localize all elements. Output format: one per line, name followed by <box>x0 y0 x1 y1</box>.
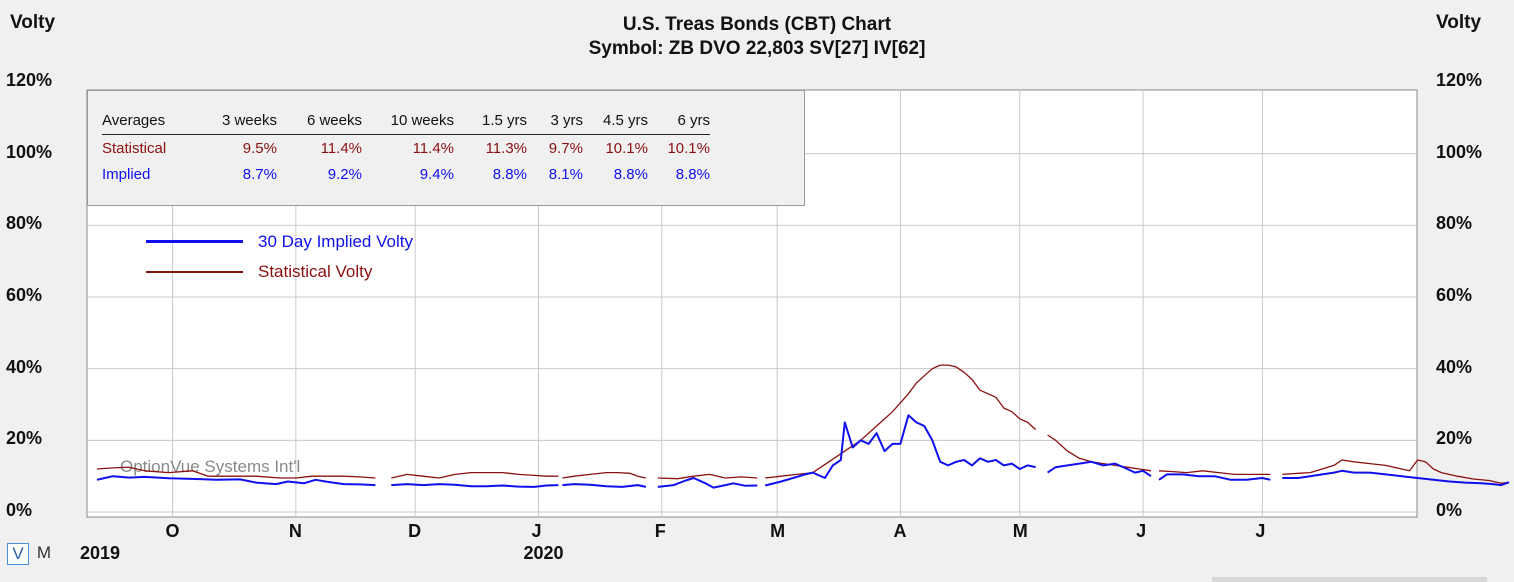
col-3-yrs: 3 yrs <box>527 106 583 135</box>
statistical-volty-line <box>96 466 376 479</box>
y-tick-label-left: 60% <box>6 285 43 305</box>
left-axis-title: Volty <box>10 12 56 33</box>
implied-value: 8.7% <box>242 165 277 183</box>
x-tick-label: N <box>288 521 302 541</box>
implied-row: Implied 8.7% 9.2% 9.4% 8.8% 8.1% 8.8% 8.… <box>102 161 710 187</box>
implied-value: 8.1% <box>548 165 583 183</box>
statistical-volty-line <box>391 471 559 479</box>
y-tick-label-left: 100% <box>6 141 53 162</box>
implied-value: 9.4% <box>419 165 454 183</box>
implied-volty-line <box>96 475 376 487</box>
y-tick-label-right: 80% <box>1436 213 1473 234</box>
chart-subtitle: Symbol: ZB DVO 22,803 SV[27] IV[62] <box>588 38 926 59</box>
legend-statistical-swatch <box>146 271 243 273</box>
x-tick-label: D <box>408 521 422 541</box>
statistical-volty-line <box>562 471 647 479</box>
x-tick-label: O <box>165 521 180 541</box>
col-4-5-yrs: 4.5 yrs <box>583 106 648 135</box>
col-6-yrs: 6 yrs <box>648 106 710 135</box>
y-tick-label-right: 40% <box>1436 356 1473 377</box>
x-tick-label: J <box>1255 521 1266 541</box>
col-1-5-yrs: 1.5 yrs <box>454 106 527 135</box>
statistical-value: 11.4% <box>320 139 362 157</box>
legend-implied-label: 30 Day Implied Volty <box>258 232 413 251</box>
x-tick-label: M <box>770 521 786 541</box>
y-tick-label-left: 0% <box>6 500 33 520</box>
statistical-value: 9.7% <box>548 139 583 157</box>
implied-value: 8.8% <box>492 165 527 183</box>
x-tick-label: A <box>893 521 907 541</box>
x-tick-label: J <box>1136 521 1147 541</box>
averages-table: Averages 3 weeks 6 weeks 10 weeks 1.5 yr… <box>87 90 805 206</box>
volatility-view-button[interactable]: V <box>7 543 29 565</box>
y-tick-label-left: 40% <box>6 356 43 377</box>
y-tick-label-right: 0% <box>1436 500 1463 520</box>
y-tick-label-right: 100% <box>1436 141 1483 162</box>
implied-volty-line <box>657 477 758 489</box>
implied-label: Implied <box>102 165 151 183</box>
statistical-volty-line <box>765 364 1037 479</box>
implied-value: 8.8% <box>613 165 648 183</box>
implied-volty-line <box>391 483 559 488</box>
statistical-row: Statistical 9.5% 11.4% 11.4% 11.3% 9.7% … <box>102 135 710 162</box>
implied-volty-line <box>562 483 647 488</box>
y-tick-label-left: 20% <box>6 428 43 449</box>
implied-volty-line <box>1282 469 1510 487</box>
statistical-volty-line <box>1158 470 1271 476</box>
col-6-weeks: 6 weeks <box>277 106 362 135</box>
legend-statistical-label: Statistical Volty <box>258 262 373 281</box>
col-3-weeks: 3 weeks <box>202 106 277 135</box>
y-tick-label-right: 60% <box>1436 285 1473 305</box>
legend-implied-swatch <box>146 240 243 243</box>
averages-header: Averages <box>102 106 202 135</box>
implied-value: 9.2% <box>327 165 362 183</box>
statistical-value: 10.1% <box>605 139 648 157</box>
y-tick-label-right: 120% <box>1436 70 1483 90</box>
series-layer <box>96 364 1510 489</box>
statistical-value: 11.3% <box>485 139 527 157</box>
statistical-value: 10.1% <box>667 139 710 157</box>
horizontal-scrollbar[interactable] <box>1212 577 1487 582</box>
statistical-value: 9.5% <box>242 139 277 157</box>
x-tick-label: J <box>531 521 542 541</box>
implied-volty-line <box>1158 473 1271 481</box>
year-label: 2020 <box>523 543 564 563</box>
chart-title: U.S. Treas Bonds (CBT) Chart <box>622 14 892 35</box>
col-10-weeks: 10 weeks <box>362 106 454 135</box>
implied-volty-line <box>1047 460 1152 478</box>
watermark: OptionVue Systems Int'l <box>120 457 300 476</box>
statistical-volty-line <box>657 473 758 480</box>
statistical-label: Statistical <box>102 139 167 157</box>
x-tick-label: M <box>1012 521 1028 541</box>
implied-value: 8.8% <box>675 165 710 183</box>
right-axis-title: Volty <box>1436 12 1482 33</box>
x-tick-label: F <box>654 521 666 541</box>
statistical-volty-line <box>1282 459 1510 484</box>
implied-volty-line <box>764 414 1036 487</box>
statistical-value: 11.4% <box>412 139 454 157</box>
year-label: 2019 <box>80 543 121 563</box>
y-tick-label-left: 80% <box>6 213 43 234</box>
y-tick-label-left: 120% <box>6 70 53 90</box>
averages-header-row: Averages 3 weeks 6 weeks 10 weeks 1.5 yr… <box>102 106 710 135</box>
y-tick-label-right: 20% <box>1436 428 1473 449</box>
m-view-button[interactable]: M <box>36 543 52 562</box>
